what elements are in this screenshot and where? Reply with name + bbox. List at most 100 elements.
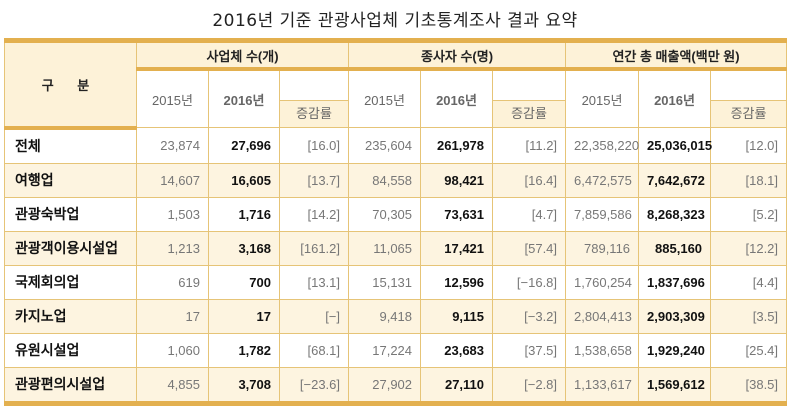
row-label: 관광객이용시설업: [4, 230, 137, 266]
cell-2015: 70,305: [348, 196, 422, 232]
cell-rate: [4.4]: [710, 264, 788, 300]
table-row: 관광편의시설업 4,855 3,708 [−23.6] 27,902 27,110 [−2.…: [4, 366, 788, 404]
cell-2015: 23,874: [136, 127, 209, 164]
rate-header-label: 증감률: [280, 100, 349, 127]
cell-2015: 11,065: [348, 230, 422, 266]
cell-rate: [−]: [278, 298, 350, 334]
year-2015-header: 2015년: [136, 68, 209, 128]
summary-table: 구 분 사업체 수(개) 종사자 수(명) 연간 총 매출액(백만 원) 201…: [4, 38, 788, 406]
group-header-employees: 종사자 수(명): [348, 40, 567, 71]
row-label: 국제회의업: [4, 264, 137, 300]
cell-2016: 9,115: [420, 298, 494, 334]
cell-2015: 84,558: [348, 162, 422, 198]
year-2016-header: 2016년: [420, 68, 494, 128]
cell-2015: 619: [136, 264, 209, 300]
cell-2015: 9,418: [348, 298, 422, 334]
table-row: 유원시설업 1,060 1,782 [68.1] 17,224 23,683 [37.5] 1…: [4, 332, 788, 368]
cell-rate: [18.1]: [710, 162, 788, 198]
year-2016-header: 2016년: [208, 68, 280, 128]
cell-2016: 1,929,240: [638, 332, 712, 368]
rate-header: 증감률: [710, 68, 788, 128]
row-label: 카지노업: [4, 298, 137, 334]
cell-rate: [16.0]: [278, 127, 350, 164]
cell-2015: 22,358,220: [565, 127, 639, 164]
year-2016-header: 2016년: [638, 68, 712, 128]
cell-2016: 27,696: [208, 127, 280, 164]
table-row: 관광숙박업 1,503 1,716 [14.2] 70,305 73,631 [4.7] 7,…: [4, 196, 788, 232]
row-label: 전체: [4, 127, 137, 164]
group-header-revenue: 연간 총 매출액(백만 원): [565, 40, 788, 71]
row-label: 관광편의시설업: [4, 366, 137, 404]
cell-rate: [−3.2]: [492, 298, 567, 334]
row-label: 관광숙박업: [4, 196, 137, 232]
cell-2016: 1,716: [208, 196, 280, 232]
cell-rate: [3.5]: [710, 298, 788, 334]
cell-2015: 1,133,617: [565, 366, 640, 404]
cell-2015: 2,804,413: [565, 298, 640, 334]
cell-2016: 8,268,323: [638, 196, 712, 232]
cell-rate: [25.4]: [710, 332, 788, 368]
year-2015-header: 2015년: [565, 68, 640, 128]
cell-rate: [12.2]: [710, 230, 788, 266]
cell-2016: 23,683: [420, 332, 494, 368]
cell-2016: 2,903,309: [638, 298, 712, 334]
cell-2016: 73,631: [420, 196, 494, 232]
cell-2016: 12,596: [420, 264, 494, 300]
cell-2016: 7,642,672: [638, 162, 712, 198]
cell-2015: 1,760,254: [565, 264, 640, 300]
cell-rate: [37.5]: [492, 332, 567, 368]
cell-rate: [161.2]: [278, 230, 350, 266]
rate-header-label: 증감률: [711, 100, 787, 127]
cell-2016: 1,782: [208, 332, 280, 368]
cell-2016: 261,978: [420, 127, 494, 164]
cell-2016: 17: [208, 298, 280, 334]
table-row: 전체 23,874 27,696 [16.0] 235,604 261,978 [11.2]…: [4, 127, 788, 164]
table-row: 카지노업 17 17 [−] 9,418 9,115 [−3.2] 2,804,413 2,90…: [4, 298, 788, 334]
cell-2015: 6,472,575: [565, 162, 640, 198]
cell-rate: [11.2]: [492, 127, 567, 164]
row-label: 여행업: [4, 162, 137, 198]
cell-2015: 17,224: [348, 332, 422, 368]
cell-2015: 1,060: [136, 332, 209, 368]
cell-2016: 1,569,612: [638, 366, 712, 404]
cell-rate: [13.7]: [278, 162, 350, 198]
cell-2015: 235,604: [348, 127, 422, 164]
cell-2016: 700: [208, 264, 280, 300]
cell-rate: [−16.8]: [492, 264, 567, 300]
cell-rate: [57.4]: [492, 230, 567, 266]
cell-2015: 27,902: [348, 366, 422, 404]
cell-2015: 789,116: [565, 230, 640, 266]
cell-rate: [14.2]: [278, 196, 350, 232]
table-row: 관광객이용시설업 1,213 3,168 [161.2] 11,065 17,421 [57…: [4, 230, 788, 266]
cell-2015: 1,503: [136, 196, 209, 232]
cell-rate: [4.7]: [492, 196, 567, 232]
cell-rate: [−23.6]: [278, 366, 350, 404]
cell-2016: 17,421: [420, 230, 494, 266]
cell-rate: [68.1]: [278, 332, 350, 368]
cell-rate: [−2.8]: [492, 366, 567, 404]
rate-header: 증감률: [278, 68, 350, 128]
table-row: 국제회의업 619 700 [13.1] 15,131 12,596 [−16.8] 1,76…: [4, 264, 788, 300]
cell-2015: 7,859,586: [565, 196, 640, 232]
rate-header: 증감률: [492, 68, 567, 128]
cell-2016: 3,168: [208, 230, 280, 266]
cell-rate: [12.0]: [710, 127, 788, 164]
year-2015-header: 2015년: [348, 68, 422, 128]
cell-rate: [16.4]: [492, 162, 567, 198]
cell-rate: [5.2]: [710, 196, 788, 232]
cell-2015: 15,131: [348, 264, 422, 300]
category-header: 구 분: [4, 40, 137, 130]
cell-2015: 14,607: [136, 162, 209, 198]
cell-2016: 885,160: [638, 230, 712, 266]
table-row: 여행업 14,607 16,605 [13.7] 84,558 98,421 [16.4] 6…: [4, 162, 788, 198]
cell-2015: 1,538,658: [565, 332, 640, 368]
cell-2016: 25,036,015: [638, 127, 712, 164]
cell-2015: 17: [136, 298, 209, 334]
cell-2016: 27,110: [420, 366, 494, 404]
rate-header-label: 증감률: [493, 100, 566, 127]
cell-rate: [13.1]: [278, 264, 350, 300]
group-header-businesses: 사업체 수(개): [135, 40, 350, 71]
table-title: 2016년 기준 관광사업체 기초통계조사 결과 요약: [212, 11, 578, 31]
cell-rate: [38.5]: [710, 366, 788, 404]
cell-2015: 4,855: [136, 366, 209, 404]
